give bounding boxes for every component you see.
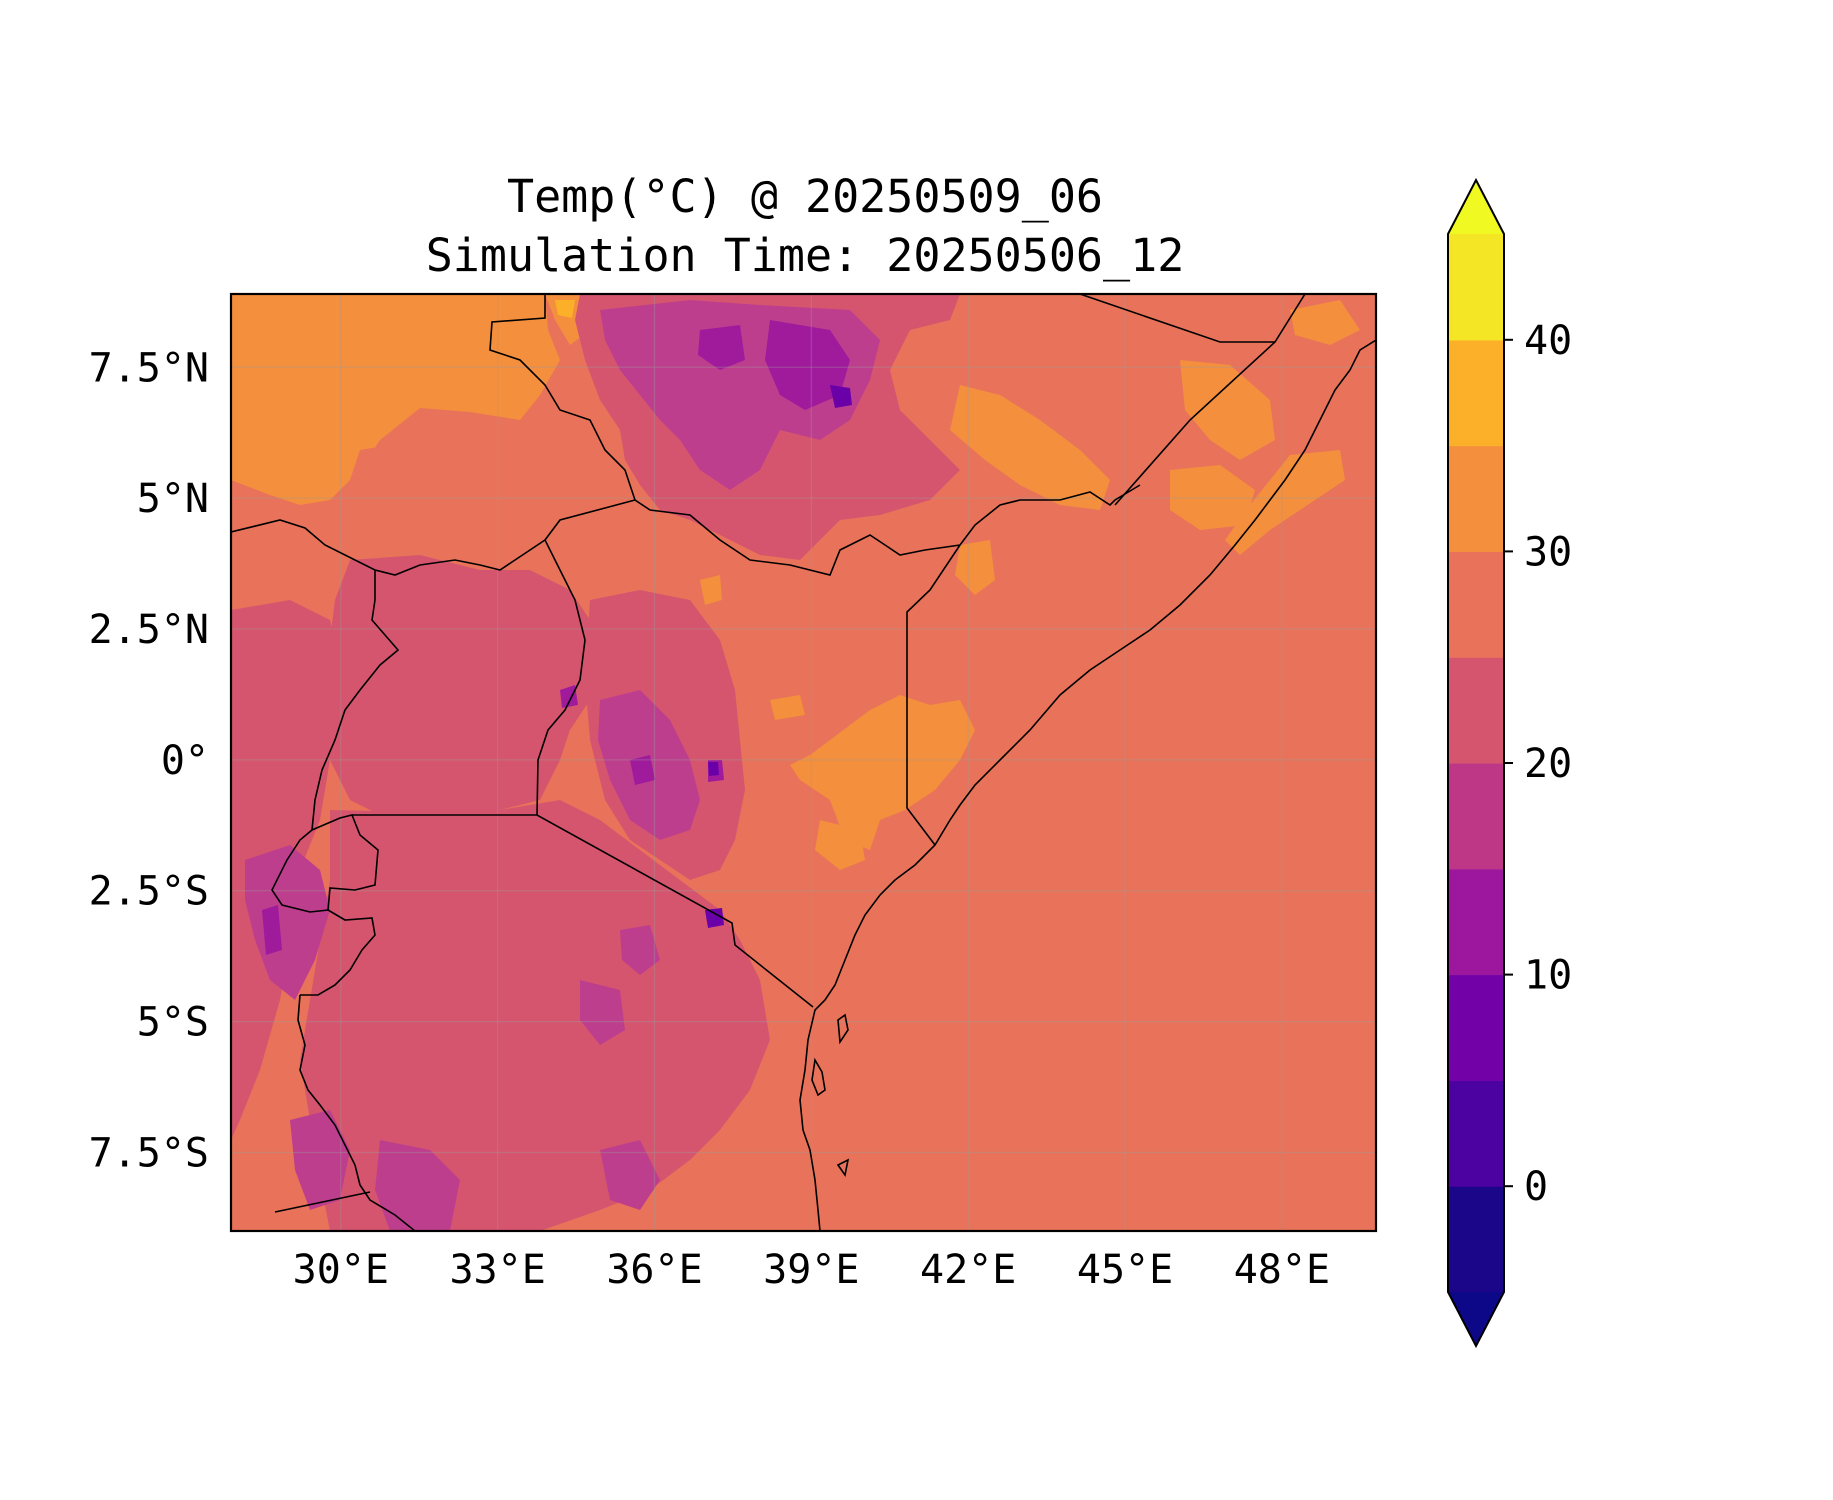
- colorbar-segment: [1448, 657, 1504, 764]
- x-tick-label: 36°E: [606, 1247, 702, 1293]
- temp-field-10-15-kenya: [630, 755, 655, 785]
- temp-field-20-25-tanzania: [300, 800, 770, 1231]
- y-tick-label: 7.5°S: [89, 1130, 209, 1176]
- border-burundi-tanzania: [300, 909, 376, 996]
- temp-field-35-40-spot: [555, 300, 575, 318]
- x-tick-label: 48°E: [1234, 1247, 1330, 1293]
- temp-field-10-15-rwanda: [262, 905, 282, 955]
- colorbar-segment: [1448, 974, 1504, 1081]
- temp-field-10-15-elgon: [560, 685, 578, 708]
- x-tick-label: 45°E: [1077, 1247, 1173, 1293]
- border-ethiopia-somalia: [1114, 294, 1306, 506]
- colorbar-segment: [1448, 339, 1504, 447]
- colorbar-segment: [1448, 1080, 1504, 1187]
- gridlines: [231, 294, 1376, 1231]
- x-tick-label: 42°E: [920, 1247, 1016, 1293]
- coastline-mafia: [836, 1158, 850, 1177]
- colorbar-segment: [1448, 234, 1504, 341]
- border-ss-uganda-drc: [231, 519, 546, 576]
- map-area: [231, 294, 1376, 1231]
- colorbar-tick-label: 30: [1524, 529, 1572, 575]
- colorbar-outline: [1447, 177, 1505, 1349]
- border-kenya-somalia: [906, 544, 961, 846]
- temp-field-5-10-kenya: [708, 762, 719, 776]
- border-uganda-kenya: [536, 499, 636, 816]
- coastline-east-africa: [799, 339, 1376, 1231]
- y-tick-label: 7.5°N: [89, 345, 209, 391]
- temp-field-30-35-somalia-n: [1180, 360, 1275, 460]
- coastline-zanzibar: [811, 1057, 826, 1097]
- colorbar-segment: [1448, 868, 1504, 976]
- y-tick-label: 2.5°S: [89, 869, 209, 915]
- map-title: Temp(°C) @ 20250509_06: [506, 170, 1104, 223]
- border-tanganyika: [297, 994, 416, 1231]
- temp-field-30-35-kenya-north: [700, 575, 722, 605]
- y-tick-label: 2.5°N: [89, 607, 209, 653]
- temp-field-15-20-tz-c: [580, 980, 625, 1045]
- temp-field-25-30-coast-nile: [350, 440, 480, 520]
- border-rwanda-burundi: [271, 814, 379, 913]
- colorbar: 0 10 20 30 40: [1447, 177, 1572, 1349]
- temp-field-30-35-kenya-tsavo: [815, 820, 865, 870]
- temp-field-15-20-tz-s2: [600, 1140, 660, 1210]
- coastline-pemba: [837, 1013, 849, 1045]
- colorbar-over-extension: [1448, 180, 1504, 234]
- colorbar-segment: [1448, 445, 1504, 552]
- colorbar-segment: [1448, 1186, 1504, 1293]
- x-tick-label: 33°E: [449, 1247, 545, 1293]
- temp-field-30-35-somalia-ne: [1290, 300, 1360, 345]
- temp-field-30-35-northwest: [231, 294, 560, 505]
- temp-field-30-35-kenya-ne: [955, 540, 995, 595]
- x-tick-label: 39°E: [763, 1247, 859, 1293]
- temp-field-20-25-uganda: [320, 555, 600, 815]
- temp-field-30-35-ogaden: [950, 385, 1110, 510]
- colorbar-tick-label: 20: [1524, 741, 1572, 787]
- map-subtitle: Simulation Time: 20250506_12: [425, 229, 1185, 282]
- temp-field-15-20-tz-sw: [290, 1110, 350, 1210]
- temp-field-10-15-ethiopia-w: [698, 325, 745, 370]
- temp-field-30-35-somalia-mid: [1170, 465, 1255, 530]
- x-tick-label: 30°E: [293, 1247, 389, 1293]
- colorbar-segment: [1448, 551, 1504, 658]
- temp-field-5-10-ethiopia: [830, 385, 852, 408]
- map-frame: [229, 292, 1378, 1233]
- temp-field-5-10-kili: [705, 908, 724, 928]
- y-tick-label: 0°: [161, 738, 209, 784]
- y-axis: 7.5°N 5°N 2.5°N 0° 2.5°S 5°S 7.5°S: [89, 345, 209, 1176]
- temp-field-10-15-ethiopia: [765, 320, 850, 410]
- colorbar-under-extension: [1448, 1292, 1504, 1346]
- border-ethiopia-somalia-north: [1079, 294, 1275, 343]
- country-borders: [231, 294, 1376, 1231]
- border-zambia-tanzania: [274, 1191, 371, 1213]
- colorbar-tick-label: 0: [1524, 1164, 1548, 1210]
- x-axis: 30°E 33°E 36°E 39°E 42°E 45°E 48°E: [293, 1247, 1330, 1293]
- temp-field-30-35-kenya-east: [790, 695, 975, 850]
- colorbar-segment: [1448, 763, 1504, 870]
- temp-field-30-35-somalia-coast: [1225, 450, 1345, 555]
- y-tick-label: 5°N: [137, 476, 209, 522]
- temp-field-30-35-kenya-spot: [770, 695, 805, 720]
- border-tanzania-north: [352, 814, 814, 1008]
- colorbar-tick-label: 10: [1524, 953, 1572, 999]
- temp-field-15-20-tz-south: [375, 1140, 460, 1231]
- temp-field-15-20-rwanda: [245, 845, 330, 1000]
- colorbar-tick-label: 40: [1524, 318, 1572, 364]
- border-south-sudan-ethiopia: [489, 294, 1141, 576]
- border-uganda-drc: [311, 570, 400, 831]
- temp-field-15-20-tz-kili: [620, 925, 660, 975]
- y-tick-label: 5°S: [137, 1000, 209, 1046]
